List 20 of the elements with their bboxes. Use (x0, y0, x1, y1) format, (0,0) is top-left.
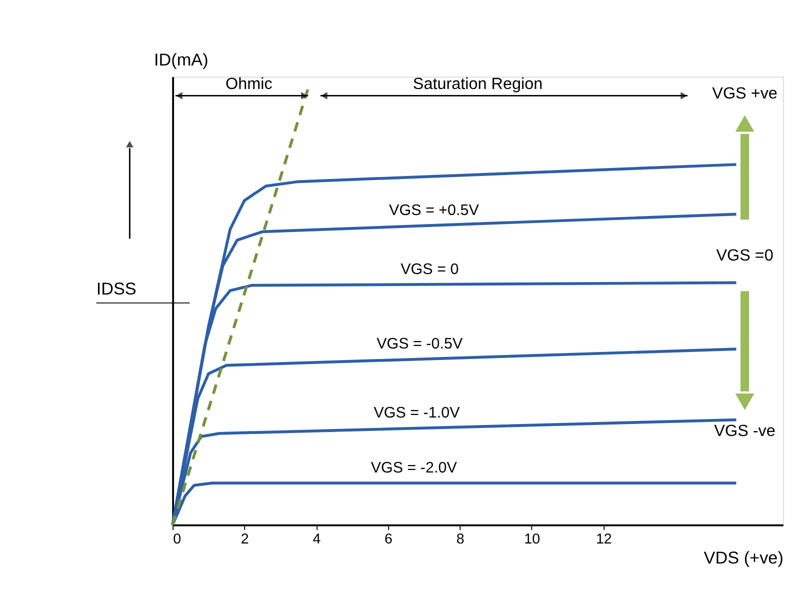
x-tick-label: 0 (173, 531, 182, 548)
annotation: Ohmic (225, 75, 272, 94)
annotation: VGS +ve (712, 84, 778, 103)
annotation: Saturation Region (412, 75, 543, 94)
x-tick-label: 6 (384, 531, 393, 548)
x-tick-label: 8 (456, 531, 464, 548)
x-tick-label: 2 (240, 531, 249, 548)
x-tick-label: 10 (524, 531, 540, 548)
series-label: VGS = -0.5V (376, 336, 464, 353)
series-label: VGS = +0.5V (389, 202, 480, 219)
annotation: VGS -ve (714, 422, 776, 440)
x-axis-title: VDS (+ve) (704, 547, 784, 568)
series-label: VGS = 0 (400, 260, 459, 278)
ref-line-label: IDSS (96, 278, 136, 298)
annotation: VGS =0 (716, 246, 774, 265)
series-label: VGS = -2.0V (370, 460, 458, 477)
x-tick-label: 12 (596, 531, 612, 548)
x-tick-label: 4 (312, 531, 321, 548)
series-label: VGS = -1.0V (374, 404, 461, 422)
y-axis-title: ID(mA) (154, 50, 208, 70)
